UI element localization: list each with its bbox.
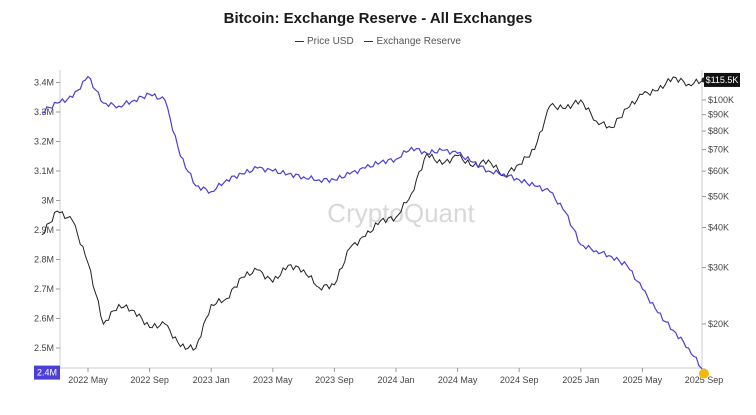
x-tick-5: 2024 Jan: [377, 375, 414, 385]
y-left-tick-2: 3.2M: [34, 137, 54, 147]
price-badge-bg: [704, 72, 740, 87]
x-tick-4: 2023 Sep: [315, 375, 354, 385]
reserve-line: [41, 75, 705, 372]
x-tick-7: 2024 Sep: [500, 375, 539, 385]
y-left-tick-5: 2.9M: [34, 225, 54, 235]
watermark: CryptoQuant: [327, 198, 475, 228]
y-left-tick-0: 3.4M: [34, 78, 54, 88]
y-left-tick-7: 2.7M: [34, 284, 54, 294]
x-tick-0: 2022 May: [68, 375, 108, 385]
x-tick-9: 2025 May: [623, 375, 663, 385]
y-left-tick-4: 3M: [41, 196, 54, 206]
y-right-tick-1: $90K: [708, 110, 729, 120]
x-tick-6: 2024 May: [438, 375, 478, 385]
y-right-tick-3: $70K: [708, 145, 729, 155]
y-right-tick-6: $40K: [708, 223, 729, 233]
x-tick-8: 2025 Jan: [562, 375, 599, 385]
x-tick-3: 2023 May: [253, 375, 293, 385]
y-right-tick-7: $30K: [708, 263, 729, 273]
reserve-badge-label: 2.4M: [37, 368, 57, 378]
reserve-badge-bg: [34, 365, 60, 380]
price-line: [41, 76, 705, 351]
x-tick-10: 2025 Sep: [685, 375, 724, 385]
legend-item-reserve[interactable]: Exchange Reserve: [364, 36, 461, 47]
reserve-last-marker: [699, 368, 709, 379]
y-right-tick-2: $80K: [708, 126, 729, 136]
price-badge-label: $115.5K: [706, 75, 739, 85]
legend-item-price[interactable]: Price USD: [295, 36, 354, 47]
legend: Price USD Exchange Reserve: [0, 36, 756, 47]
x-tick-1: 2022 Sep: [130, 375, 169, 385]
y-right-tick-0: $100K: [708, 95, 734, 105]
legend-label-price: Price USD: [307, 36, 354, 47]
y-right-tick-4: $60K: [708, 166, 729, 176]
y-right-tick-5: $50K: [708, 191, 729, 201]
chart-title: Bitcoin: Exchange Reserve - All Exchange…: [223, 10, 533, 27]
y-left-tick-8: 2.6M: [34, 314, 54, 324]
x-tick-2: 2023 Jan: [193, 375, 230, 385]
legend-label-reserve: Exchange Reserve: [376, 36, 461, 47]
y-right-tick-8: $20K: [708, 319, 729, 329]
y-left-tick-9: 2.5M: [34, 343, 54, 353]
y-left-tick-6: 2.8M: [34, 255, 54, 265]
y-left-tick-3: 3.1M: [34, 166, 54, 176]
